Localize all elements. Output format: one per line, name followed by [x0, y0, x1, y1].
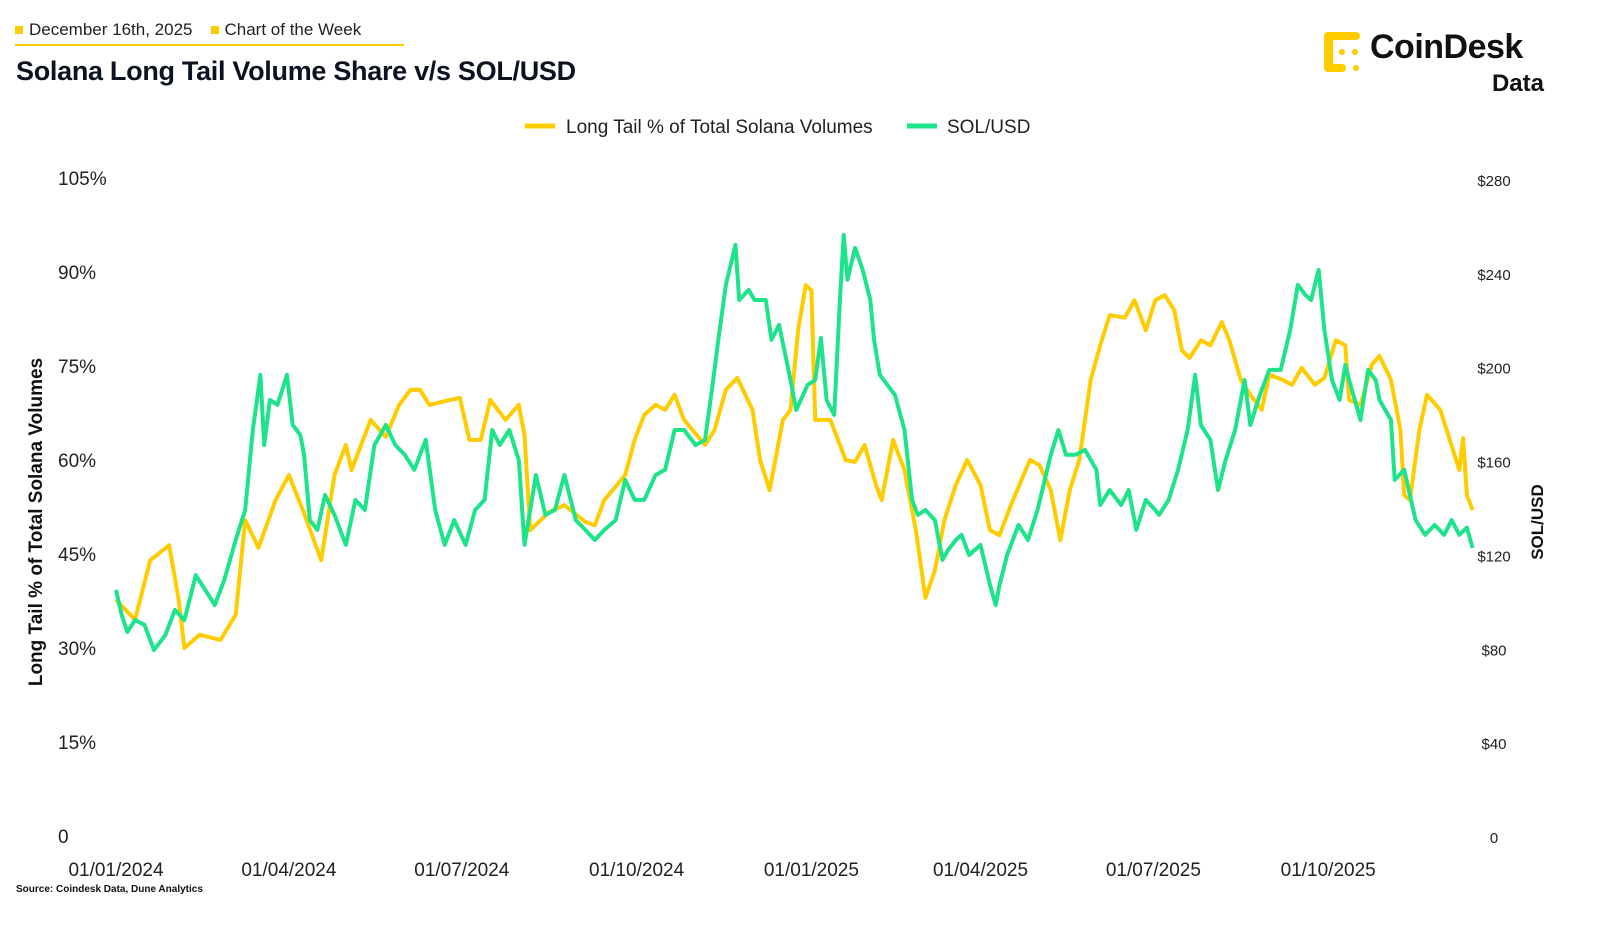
series-line-sol-usd — [114, 233, 1475, 653]
y2-tick-label: $120 — [1477, 548, 1510, 565]
legend: Long Tail % of Total Solana Volumes SOL/… — [525, 117, 1030, 138]
x-tick-label: 01/01/2025 — [764, 860, 859, 881]
header-tags: December 16th, 2025 Chart of the Week — [15, 20, 404, 46]
y-tick-label: 15% — [58, 733, 96, 754]
y2-tick-label: $200 — [1477, 361, 1510, 378]
y-tick-label: 0 — [58, 827, 69, 848]
category-text: Chart of the Week — [224, 20, 362, 39]
legend-label-long-tail: Long Tail % of Total Solana Volumes — [566, 117, 873, 138]
y-tick-label: 45% — [58, 545, 96, 566]
x-tick-label: 01/10/2025 — [1281, 860, 1376, 881]
y-tick-label: 105% — [58, 169, 107, 190]
y2-tick-label: $160 — [1477, 455, 1510, 472]
y-axis-label: Long Tail % of Total Solana Volumes — [26, 358, 47, 686]
coindesk-logo: CoinDesk Data — [1322, 28, 1544, 98]
axis-ticks: 0 15% 30% 45% 60% 75% 90% 105% 0 $40 $80 $120 $160 $2… — [58, 169, 1511, 881]
source-note: Source: Coindesk Data, Dune Analytics — [16, 884, 203, 895]
bullet-square-icon — [210, 26, 219, 34]
y-tick-label: 30% — [58, 639, 96, 660]
logo-subtitle: Data — [1491, 70, 1544, 97]
series-lines — [114, 233, 1475, 653]
coindesk-mark-icon — [1324, 32, 1360, 72]
y2-tick-label: $40 — [1481, 736, 1506, 753]
y-tick-label: 75% — [58, 357, 96, 378]
legend-label-sol-usd: SOL/USD — [947, 117, 1030, 138]
y-tick-label: 90% — [58, 263, 96, 284]
series-line-long-tail — [114, 283, 1475, 650]
x-tick-label: 01/04/2024 — [241, 860, 337, 881]
y2-tick-label: $280 — [1477, 173, 1510, 190]
y2-axis-label: SOL/USD — [1528, 484, 1547, 560]
date-tag: December 16th, 2025 — [15, 20, 193, 40]
x-tick-label: 01/10/2024 — [589, 860, 685, 881]
date-text: December 16th, 2025 — [29, 20, 193, 39]
y2-tick-label: $240 — [1477, 267, 1510, 284]
page-title: Solana Long Tail Volume Share v/s SOL/US… — [16, 56, 576, 86]
x-tick-label: 01/04/2025 — [933, 860, 1028, 881]
x-tick-label: 01/01/2024 — [68, 860, 164, 881]
y2-tick-label: $80 — [1481, 642, 1506, 659]
x-tick-label: 01/07/2025 — [1106, 860, 1201, 881]
y2-tick-label: 0 — [1490, 830, 1498, 847]
category-tag: Chart of the Week — [210, 20, 362, 40]
bullet-square-icon — [15, 26, 23, 34]
x-tick-label: 01/07/2024 — [414, 860, 510, 881]
logo-name: CoinDesk — [1370, 28, 1523, 66]
y-tick-label: 60% — [58, 451, 96, 472]
